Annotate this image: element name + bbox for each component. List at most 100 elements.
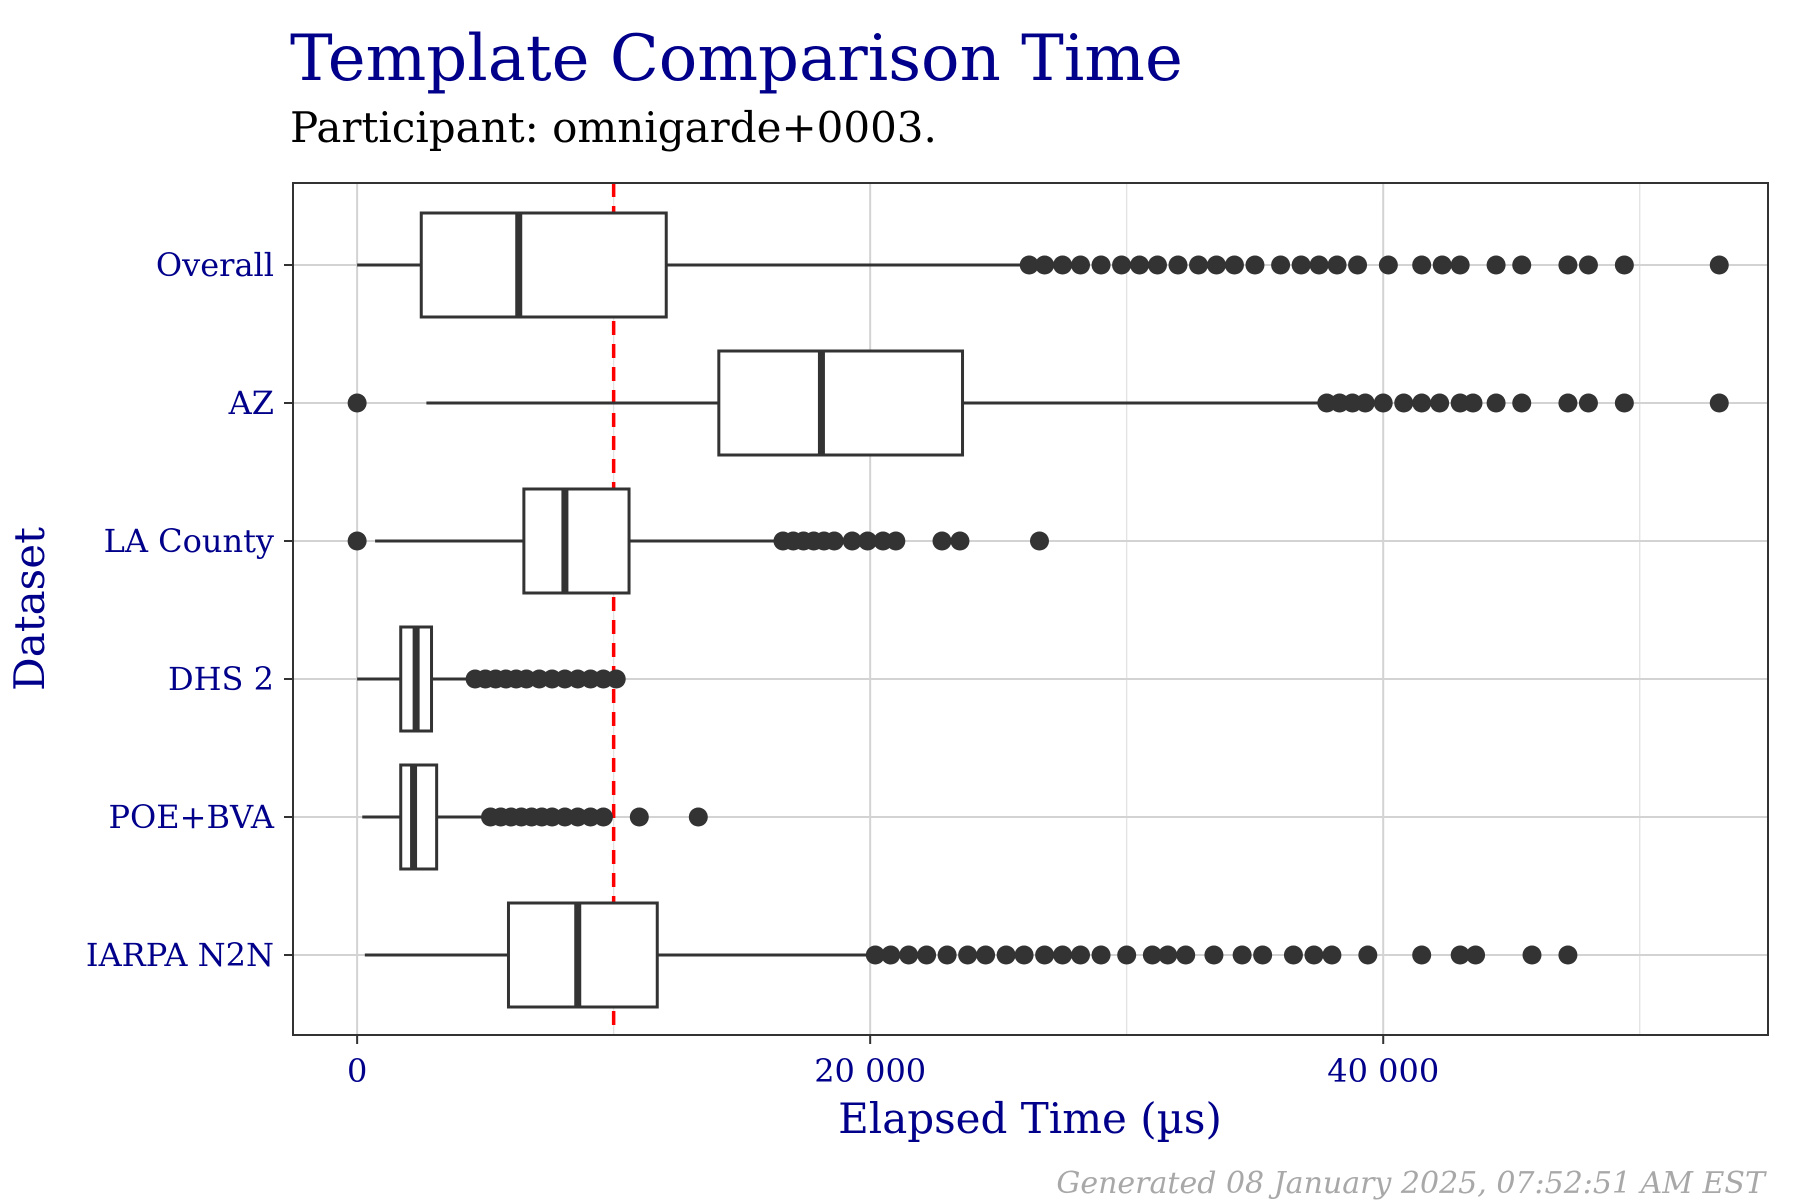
outlier-point — [1412, 255, 1432, 275]
outlier-point — [1271, 255, 1291, 275]
outlier-point — [1373, 393, 1393, 413]
box-dhs-2 — [357, 625, 626, 733]
outlier-point — [1304, 945, 1324, 965]
outlier-point — [1309, 255, 1329, 275]
outlier-point — [1053, 945, 1073, 965]
outlier-point — [1512, 255, 1532, 275]
outlier-point — [1112, 255, 1132, 275]
box-iqr — [717, 349, 965, 457]
box-la-county — [347, 487, 1049, 595]
x-axis-label: Elapsed Time (µs) — [838, 1094, 1222, 1143]
outlier-point — [1522, 945, 1542, 965]
outlier-point — [1035, 945, 1055, 965]
outlier-point — [950, 531, 970, 551]
outlier-point — [1168, 255, 1188, 275]
outlier-point — [688, 807, 708, 827]
outlier-point — [1512, 393, 1532, 413]
plot-panel — [293, 183, 1768, 1035]
outlier-point — [932, 531, 952, 551]
outlier-point — [865, 945, 885, 965]
outlier-point — [1450, 945, 1470, 965]
outlier-point — [347, 393, 367, 413]
outlier-point — [1486, 255, 1506, 275]
outlier-point — [1014, 945, 1034, 965]
outlier-point — [858, 531, 878, 551]
outlier-point — [347, 531, 367, 551]
outlier-point — [1412, 945, 1432, 965]
box-iarpa-n2n — [364, 901, 1578, 1009]
outlier-point — [1430, 393, 1450, 413]
outlier-point — [1283, 945, 1303, 965]
outlier-point — [1327, 255, 1347, 275]
outlier-point — [976, 945, 996, 965]
outlier-point — [1253, 945, 1273, 965]
y-tick-label: DHS 2 — [168, 660, 274, 698]
outlier-point — [1578, 393, 1598, 413]
outlier-point — [1378, 255, 1398, 275]
outlier-point — [1614, 255, 1634, 275]
outlier-point — [1486, 393, 1506, 413]
x-tick-label: 0 — [347, 1052, 367, 1090]
outlier-point — [1466, 945, 1486, 965]
outlier-point — [1578, 255, 1598, 275]
outlier-point — [1206, 255, 1226, 275]
outlier-point — [899, 945, 919, 965]
outlier-point — [1614, 393, 1634, 413]
outlier-point — [1204, 945, 1224, 965]
outlier-point — [1558, 393, 1578, 413]
box-iqr — [506, 901, 659, 1009]
chart-title: Template Comparison Time — [290, 22, 1183, 96]
outlier-point — [1358, 945, 1378, 965]
outlier-point — [917, 945, 937, 965]
outlier-point — [1147, 255, 1167, 275]
box-iqr — [522, 487, 631, 595]
outlier-point — [1450, 255, 1470, 275]
outlier-point — [1117, 945, 1137, 965]
outlier-point — [1322, 945, 1342, 965]
outlier-point — [1130, 255, 1150, 275]
outlier-point — [1091, 945, 1111, 965]
outlier-point — [1071, 945, 1091, 965]
outlier-point — [1158, 945, 1178, 965]
outlier-point — [1394, 393, 1414, 413]
outlier-point — [606, 669, 626, 689]
outlier-point — [593, 807, 613, 827]
boxes — [347, 211, 1729, 1009]
outlier-point — [1291, 255, 1311, 275]
outlier-point — [1412, 393, 1432, 413]
y-tick-label: LA County — [104, 522, 274, 560]
outlier-point — [1709, 393, 1729, 413]
y-tick-label: AZ — [228, 384, 274, 422]
outlier-point — [824, 531, 844, 551]
outlier-point — [1029, 531, 1049, 551]
outlier-point — [886, 531, 906, 551]
y-axis-label: Dataset — [5, 527, 54, 691]
outlier-point — [1019, 255, 1039, 275]
outlier-point — [937, 945, 957, 965]
outlier-point — [1189, 255, 1209, 275]
outlier-point — [996, 945, 1016, 965]
outlier-point — [958, 945, 978, 965]
plot-border — [292, 182, 1769, 1036]
outlier-point — [881, 945, 901, 965]
x-tick-label: 20 000 — [814, 1052, 926, 1090]
outlier-point — [1245, 255, 1265, 275]
generated-caption: Generated 08 January 2025, 07:52:51 AM E… — [1056, 1166, 1767, 1200]
outlier-point — [1224, 255, 1244, 275]
box-iqr — [419, 211, 668, 319]
y-tick-label: IARPA N2N — [86, 936, 274, 974]
box-poe-bva — [362, 763, 708, 871]
box-overall — [357, 211, 1729, 319]
outlier-point — [842, 531, 862, 551]
outlier-point — [1071, 255, 1091, 275]
y-tick-label: Overall — [156, 246, 274, 284]
outlier-point — [1053, 255, 1073, 275]
outlier-point — [1232, 945, 1252, 965]
y-tick-label: POE+BVA — [109, 798, 275, 836]
outlier-point — [1558, 255, 1578, 275]
box-iqr — [399, 763, 439, 871]
outlier-point — [1142, 945, 1162, 965]
x-tick-label: 40 000 — [1327, 1052, 1439, 1090]
outlier-point — [1558, 945, 1578, 965]
